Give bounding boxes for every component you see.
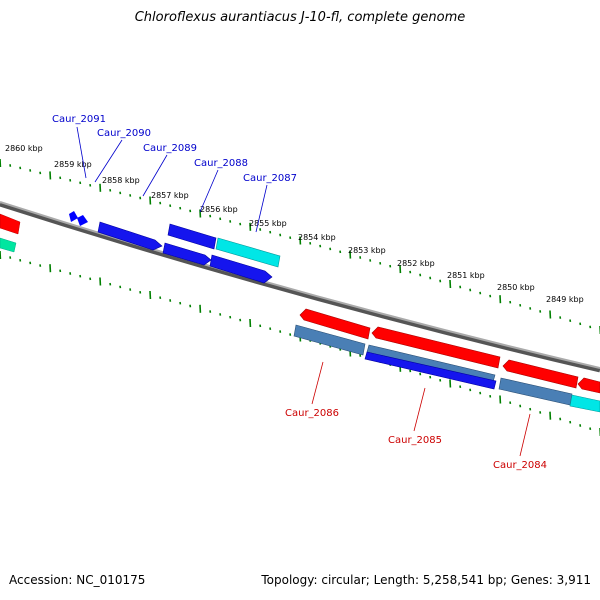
gene-arrow-red-2[interactable] xyxy=(371,326,501,369)
genome-summary: Topology: circular; Length: 5,258,541 bp… xyxy=(261,573,591,587)
scale-label-2859: 2859 kbp xyxy=(54,160,92,169)
gene-arrow-blue-3[interactable] xyxy=(162,242,212,266)
accession-label: Accession: NC_010175 xyxy=(9,573,146,587)
gene-arrow-red-1[interactable] xyxy=(299,308,371,340)
scale-label-2852: 2852 kbp xyxy=(397,259,435,268)
gene-arrow-small-2[interactable] xyxy=(77,215,88,226)
scale-label-2850: 2850 kbp xyxy=(497,283,535,292)
leader-line-2088 xyxy=(199,169,219,213)
leader-line-2090 xyxy=(94,139,123,183)
leader-line-2087 xyxy=(255,184,268,233)
gene-arrow-steel-1[interactable] xyxy=(293,324,366,356)
gene-label-caur-2088[interactable]: Caur_2088 xyxy=(194,158,248,169)
gene-label-caur-2085[interactable]: Caur_2085 xyxy=(388,435,442,446)
gene-label-caur-2090[interactable]: Caur_2090 xyxy=(97,128,151,139)
gene-label-caur-2087[interactable]: Caur_2087 xyxy=(243,173,297,184)
gene-label-caur-2086[interactable]: Caur_2086 xyxy=(285,408,339,419)
scale-label-2849: 2849 kbp xyxy=(546,295,584,304)
scale-label-2854: 2854 kbp xyxy=(298,233,336,242)
scale-label-2860: 2860 kbp xyxy=(5,144,43,153)
scale-label-2856: 2856 kbp xyxy=(200,205,238,214)
gene-arrow-teal-left[interactable] xyxy=(0,237,17,253)
leader-line-2089 xyxy=(142,154,168,197)
leader-line-2084 xyxy=(519,413,531,457)
gene-arrow-blue-5[interactable] xyxy=(364,351,497,390)
scale-label-2855: 2855 kbp xyxy=(249,219,287,228)
gene-label-caur-2084[interactable]: Caur_2084 xyxy=(493,460,547,471)
leader-line-2091 xyxy=(76,126,87,179)
genome-backbone xyxy=(0,201,600,373)
scale-label-2853: 2853 kbp xyxy=(348,246,386,255)
scale-label-2858: 2858 kbp xyxy=(102,176,140,185)
gene-arrow-cyan-1[interactable] xyxy=(215,237,281,268)
gene-arrow-small-1[interactable] xyxy=(69,211,78,222)
gene-arrow-blue-1[interactable] xyxy=(97,221,163,251)
leader-line-2086 xyxy=(311,361,324,405)
gene-arrow-red-left[interactable] xyxy=(0,213,21,235)
gene-arrow-red-4[interactable] xyxy=(577,377,600,394)
gene-arrow-blue-4[interactable] xyxy=(209,254,273,284)
gene-label-caur-2089[interactable]: Caur_2089 xyxy=(143,143,197,154)
tick-tracks xyxy=(0,158,600,437)
scale-label-2857: 2857 kbp xyxy=(151,191,189,200)
leader-line-2085 xyxy=(413,387,426,432)
map-title: Chloroflexus aurantiacus J-10-fl, comple… xyxy=(134,10,466,25)
gene-arrow-red-3[interactable] xyxy=(502,359,579,389)
scale-label-2851: 2851 kbp xyxy=(447,271,485,280)
gene-arrow-cyan-2[interactable] xyxy=(569,394,600,413)
gene-label-caur-2091[interactable]: Caur_2091 xyxy=(52,114,106,125)
genome-backbone-highlight xyxy=(0,201,600,369)
gene-arrow-blue-2[interactable] xyxy=(167,223,217,250)
